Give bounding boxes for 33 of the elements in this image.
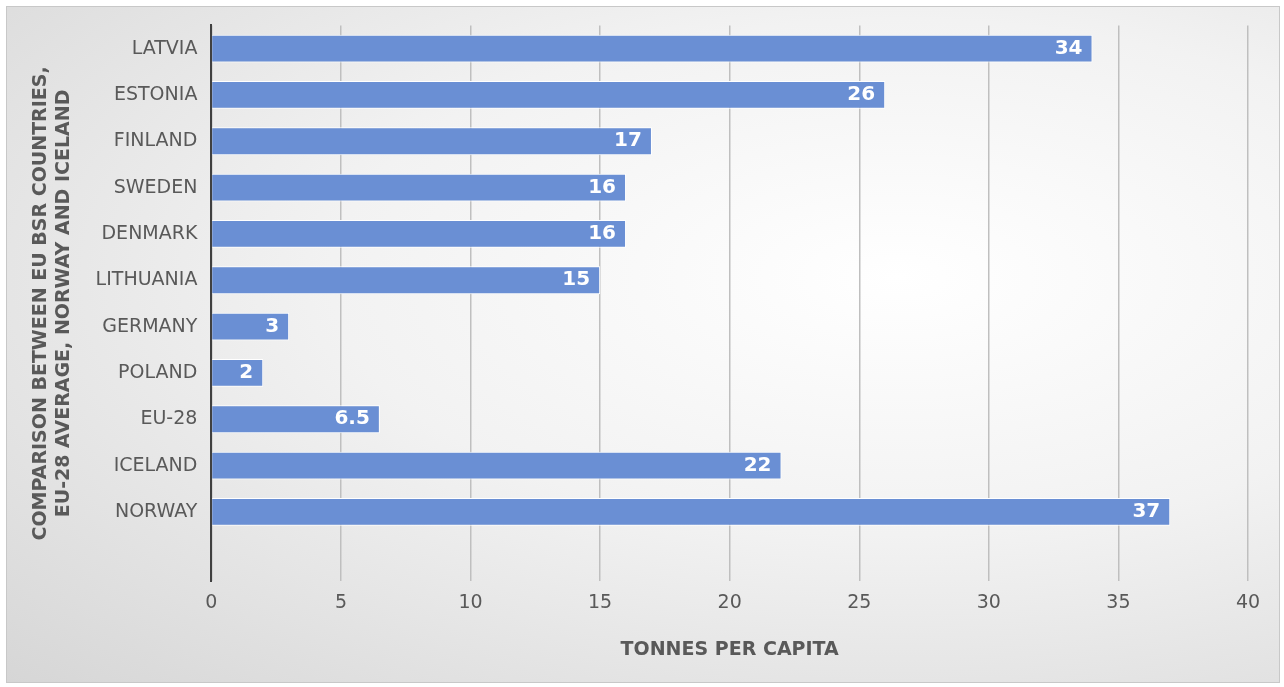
data-label: 6.5 xyxy=(334,405,370,430)
y-tick-label: ESTONIA xyxy=(113,81,198,104)
y-tick-label: LITHUANIA xyxy=(95,267,198,290)
y-tick-label: DENMARK xyxy=(101,220,198,243)
data-label: 2 xyxy=(239,359,254,384)
data-label: 26 xyxy=(847,81,876,106)
x-tick-label: 5 xyxy=(334,589,348,612)
data-label: 16 xyxy=(588,220,617,245)
x-tick-label: 30 xyxy=(976,589,1001,612)
x-tick-label: 25 xyxy=(847,589,872,612)
x-axis-title: TONNES PER CAPITA xyxy=(620,636,840,659)
x-tick-label: 40 xyxy=(1235,589,1261,612)
x-tick-label: 15 xyxy=(588,589,613,612)
y-tick-label: EU-28 xyxy=(140,406,198,429)
x-tick-label: 35 xyxy=(1106,589,1131,612)
data-label: 22 xyxy=(743,451,772,476)
data-label: 3 xyxy=(265,312,280,337)
y-tick-label: FINLAND xyxy=(113,128,198,151)
y-tick-label: POLAND xyxy=(118,359,198,382)
y-tick-label: SWEDEN xyxy=(113,174,198,197)
data-label: 17 xyxy=(614,127,642,152)
y-tick-label: GERMANY xyxy=(102,313,198,336)
data-label: 15 xyxy=(562,266,591,291)
data-label: 16 xyxy=(588,173,617,198)
data-label: 34 xyxy=(1054,34,1083,59)
y-tick-label: ICELAND xyxy=(113,452,198,475)
x-tick-label: 20 xyxy=(717,589,742,612)
y-tick-label: LATVIA xyxy=(131,35,198,58)
data-label: 37 xyxy=(1132,498,1161,523)
y-tick-label: NORWAY xyxy=(114,498,198,521)
y-axis-title: COMPARISON BETWEEN EU BSR COUNTRIES, EU-28 AVERAGE, NORWAY AND ICELAND xyxy=(28,66,74,541)
x-tick-label: 0 xyxy=(205,589,218,612)
x-tick-label: 10 xyxy=(458,589,483,612)
